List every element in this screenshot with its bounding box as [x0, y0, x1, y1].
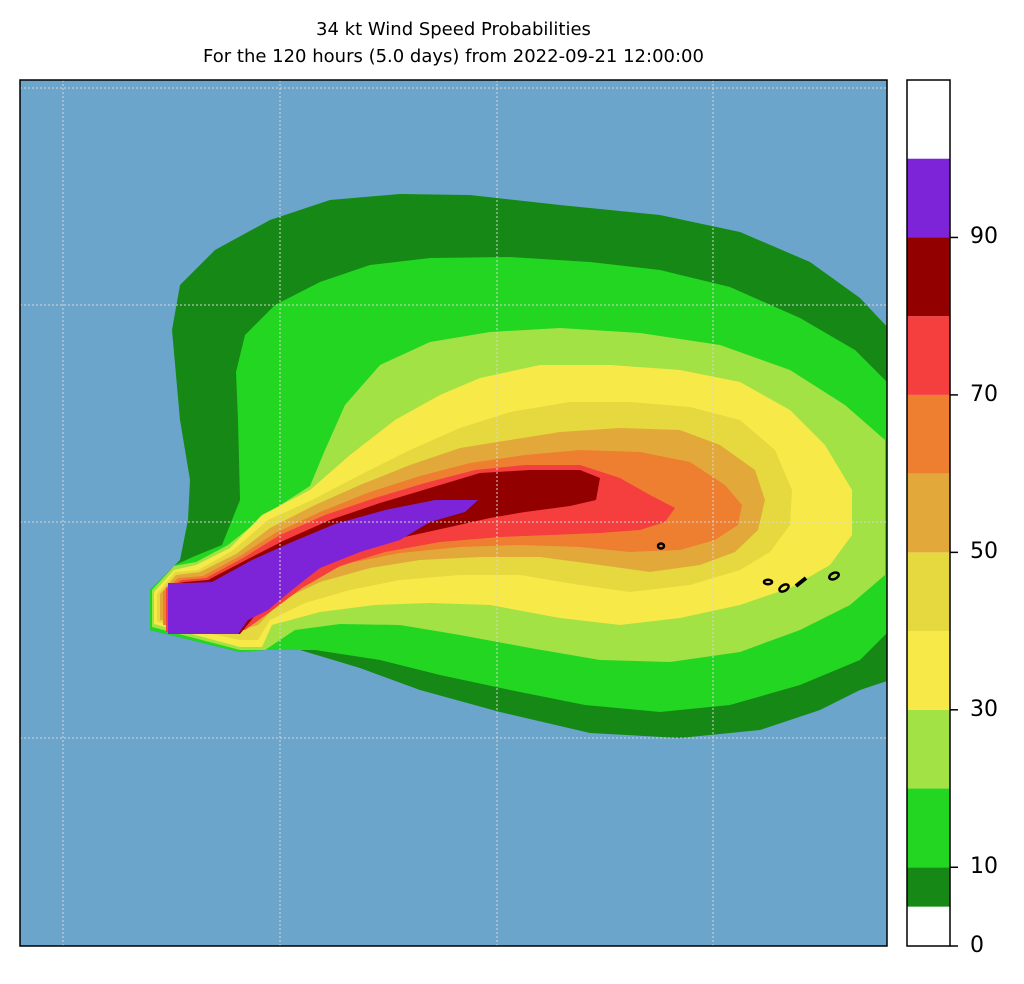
island-outline-1 [656, 542, 666, 550]
colorbar-swatch [907, 237, 950, 317]
colorbar-tick-label: 50 [970, 539, 998, 565]
colorbar-swatch [907, 158, 950, 238]
colorbar-tick-label: 30 [970, 696, 998, 722]
colorbar-swatch [907, 788, 950, 868]
island-outline-5 [828, 571, 840, 581]
colorbar-frame [906, 79, 951, 947]
map-frame [19, 79, 888, 947]
colorbar-tick-label: 70 [970, 381, 998, 407]
graticule-lines [20, 80, 887, 946]
island-outline-2 [762, 578, 774, 586]
probability-contours [150, 194, 887, 738]
colorbar-swatch [907, 709, 950, 789]
island-outlines [656, 542, 840, 593]
colorbar-swatch [907, 631, 950, 710]
island-outline-3 [778, 583, 790, 593]
colorbar-swatch [907, 552, 950, 632]
colorbar-ticks [950, 236, 958, 947]
colorbar-swatch [907, 867, 950, 907]
colorbar-tick-label: 0 [970, 933, 984, 958]
colorbar [907, 158, 950, 946]
map-title: 34 kt Wind Speed Probabilities [316, 19, 591, 40]
colorbar-swatch [907, 906, 950, 946]
colorbar-tick-label: 90 [970, 224, 998, 250]
map-subtitle: For the 120 hours (5.0 days) from 2022-0… [203, 46, 704, 67]
colorbar-swatch [907, 394, 950, 474]
colorbar-swatch [907, 473, 950, 553]
colorbar-tick-label: 10 [970, 854, 998, 880]
colorbar-swatch [907, 316, 950, 395]
island-outline-4 [794, 576, 808, 588]
contour-90-100 [168, 500, 478, 634]
